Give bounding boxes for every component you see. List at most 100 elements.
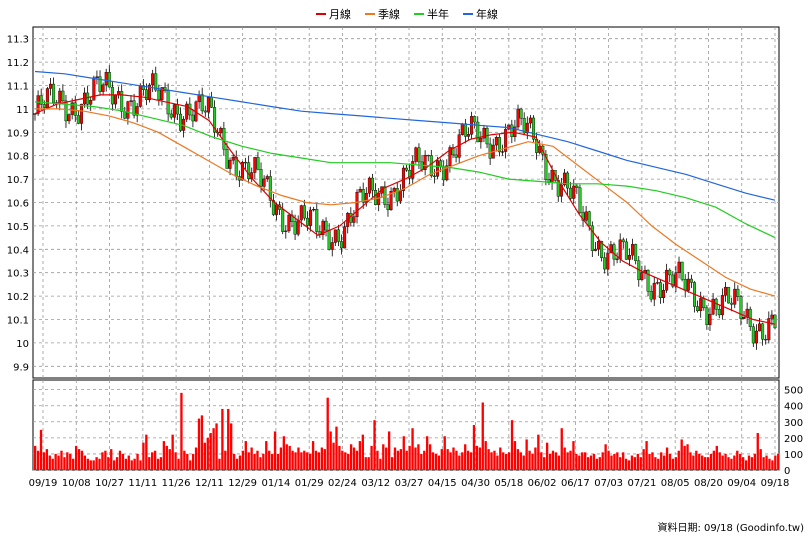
- candle-body: [445, 165, 449, 181]
- price-tick-label-11: 10.2: [7, 292, 29, 303]
- candle-body: [377, 192, 381, 205]
- volume-bar: [285, 444, 288, 470]
- candle-body: [253, 157, 257, 173]
- date-tick-label-10: 03/12: [361, 478, 390, 489]
- volume-axis-ticks: 500 400 300 200 100 0: [784, 386, 803, 477]
- ma-line-0: [34, 94, 776, 325]
- price-axis-ticks: 11.3 11.2 11.1 11 10.9 10.8 10.7 10.6 10.5 10.4 10…: [7, 35, 29, 374]
- price-tick-label-14: 9.9: [13, 362, 29, 373]
- candle-body: [343, 226, 347, 249]
- volume-bar: [756, 433, 759, 470]
- date-tick-label-5: 12/11: [195, 478, 224, 489]
- volume-bar: [475, 445, 479, 470]
- volume-bar: [156, 458, 160, 470]
- volume-bar: [191, 453, 195, 470]
- volume-bar: [311, 441, 315, 470]
- candle-body: [414, 147, 418, 162]
- volume-bar: [572, 441, 575, 470]
- volume-bar: [364, 457, 367, 470]
- candle-body: [191, 114, 195, 122]
- candle-body: [92, 77, 96, 101]
- candle-body: [705, 307, 709, 325]
- volume-bar: [282, 436, 285, 470]
- candle-body: [702, 298, 706, 309]
- volume-bar: [110, 449, 113, 470]
- date-tick-label-0: 09/19: [29, 478, 58, 489]
- candle-body: [172, 104, 176, 118]
- candle-body: [482, 127, 486, 139]
- volume-bar: [557, 455, 560, 470]
- volume-bar: [338, 445, 341, 470]
- candle-body: [723, 286, 727, 296]
- volume-bar: [411, 428, 414, 470]
- volume-bar: [34, 445, 37, 470]
- candle-body: [655, 282, 659, 284]
- date-tick-label-11: 03/27: [395, 478, 424, 489]
- date-tick-label-22: 09/18: [761, 478, 790, 489]
- volume-bar: [393, 447, 397, 470]
- volume-bar: [124, 458, 128, 470]
- candle-body: [324, 220, 328, 231]
- volume-bar: [548, 453, 552, 470]
- candle-body: [98, 76, 102, 92]
- volume-bar: [455, 450, 458, 470]
- volume-bar: [151, 452, 154, 470]
- volume-bar: [227, 408, 230, 470]
- volume-bar: [443, 436, 446, 470]
- candle-body: [89, 100, 93, 105]
- volume-bar: [209, 433, 212, 470]
- candle-body: [531, 117, 535, 140]
- date-tick-label-17: 07/03: [594, 478, 623, 489]
- candle-body: [398, 190, 402, 202]
- candle-body: [222, 127, 226, 150]
- candle-body: [73, 102, 77, 116]
- volume-bar: [668, 453, 672, 470]
- candle-body: [281, 209, 285, 232]
- volume-bar: [402, 436, 405, 470]
- volume-bar: [624, 458, 628, 470]
- candle-body: [767, 318, 771, 341]
- volume-bar: [168, 449, 171, 470]
- volume-bar: [358, 441, 362, 470]
- candle-body: [370, 177, 374, 191]
- volume-bar: [607, 450, 610, 470]
- price-tick-label-6: 10.7: [7, 175, 29, 186]
- volume-bar: [159, 457, 163, 470]
- volume-bar: [446, 449, 449, 470]
- candle-body: [374, 190, 378, 205]
- candle-body: [590, 225, 594, 251]
- legend-label-0: 月線: [329, 7, 351, 21]
- volume-bar: [724, 453, 727, 470]
- candle-body: [504, 128, 508, 152]
- candle-body: [665, 269, 669, 291]
- candle-body: [671, 274, 675, 287]
- ma-line-3: [34, 70, 776, 201]
- volume-bar: [502, 452, 505, 470]
- volume-bar: [437, 455, 441, 470]
- candle-body: [104, 72, 108, 86]
- volume-bar: [741, 457, 745, 470]
- volume-bar: [487, 449, 490, 470]
- legend-label-1: 季線: [378, 7, 400, 21]
- vol-tick-label-5: 0: [784, 466, 790, 477]
- volume-bar: [256, 450, 259, 470]
- volume-bar: [247, 452, 250, 470]
- candle-body: [417, 147, 421, 163]
- volume-bar: [162, 441, 166, 470]
- candle-body: [256, 157, 260, 170]
- volume-bar: [367, 457, 370, 470]
- candle-body: [389, 191, 393, 210]
- candle-body: [575, 185, 579, 189]
- candle-body: [466, 134, 470, 137]
- volume-bar: [148, 457, 151, 470]
- volume-bar: [291, 450, 294, 470]
- vol-tick-label-0: 500: [784, 386, 803, 397]
- volume-bar: [183, 450, 186, 470]
- price-tick-label-10: 10.3: [7, 269, 29, 280]
- candle-body: [213, 107, 217, 133]
- candle-body: [612, 244, 616, 260]
- volume-bar: [279, 447, 283, 470]
- volume-bar: [660, 452, 663, 470]
- candle-body: [247, 162, 251, 179]
- candle-body: [228, 159, 232, 169]
